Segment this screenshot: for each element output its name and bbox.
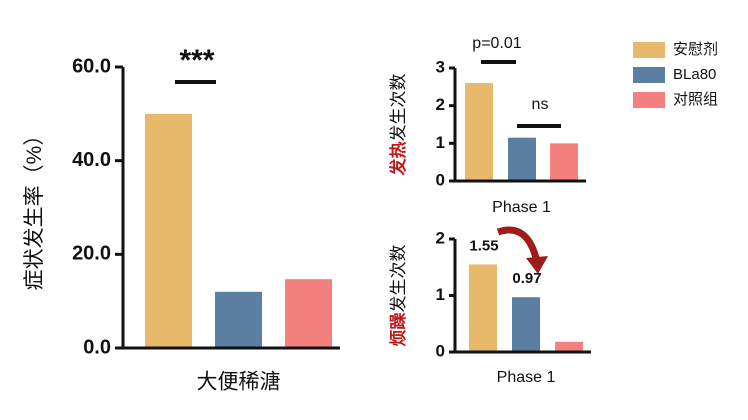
y-axis-label: 症状发生率（%）: [23, 125, 46, 291]
y-tick-label: 1: [436, 285, 445, 304]
bar: [285, 279, 332, 348]
value-label: 1.55: [469, 237, 498, 254]
y-axis-label-text: 发生次数: [389, 74, 408, 142]
y-tick-label: 0.0: [83, 336, 111, 358]
x-axis-label: 大便稀溏: [197, 371, 281, 394]
y-tick-label: 1: [436, 133, 445, 152]
value-label: 0.97: [512, 270, 541, 287]
bar: [465, 83, 493, 181]
y-axis-label-highlight: 发热: [388, 142, 408, 177]
y-tick-label: 40.0: [72, 149, 111, 171]
y-tick-label: 2: [436, 228, 445, 247]
bar: [508, 137, 536, 181]
y-tick-label: 60.0: [72, 55, 111, 77]
y-axis-label-text: 发生次数: [389, 245, 408, 313]
legend-label: 安慰剂: [673, 40, 718, 58]
y-axis-label-highlight: 烦躁: [388, 313, 408, 347]
bar: [555, 341, 583, 352]
y-tick-label: 3: [436, 57, 445, 76]
legend-label: 对照组: [673, 91, 718, 108]
significance-label: ***: [179, 44, 214, 77]
x-axis-label: Phase 1: [492, 199, 551, 216]
y-tick-label: 20.0: [72, 243, 111, 265]
bar: [145, 113, 192, 348]
y-axis-label-text: 症状发生率（%）: [23, 125, 46, 291]
legend-label: BLa80: [673, 66, 716, 83]
significance-label: p=0.01: [472, 35, 521, 52]
y-tick-label: 0: [436, 170, 445, 189]
significance-label: ns: [532, 96, 549, 113]
bar: [550, 143, 578, 181]
y-tick-label: 2: [436, 95, 445, 114]
bar: [215, 291, 262, 348]
arrow-head: [526, 256, 548, 274]
arrow: [496, 226, 541, 263]
legend-swatch: [633, 42, 665, 58]
y-axis-label: 烦躁发生次数: [388, 245, 408, 347]
legend-swatch: [633, 67, 665, 83]
y-tick-label: 0: [436, 341, 445, 360]
y-axis-label: 发热发生次数: [388, 74, 408, 177]
legend-swatch: [633, 92, 665, 108]
x-axis-label: Phase 1: [497, 369, 556, 386]
bar: [469, 264, 497, 352]
bar: [512, 297, 540, 352]
